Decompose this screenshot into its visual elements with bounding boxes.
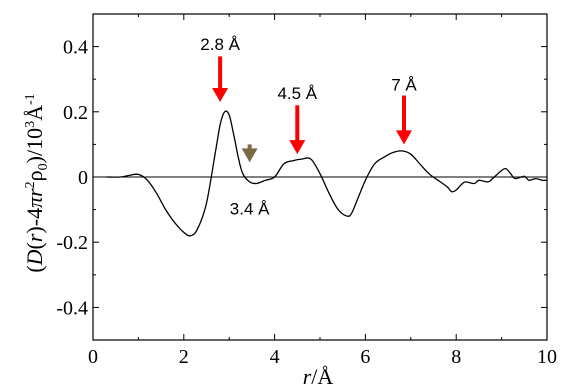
- annotation-label: 4.5 Å: [277, 84, 317, 103]
- x-tick-label: 10: [537, 346, 557, 368]
- y-label-rho: ρ: [22, 170, 47, 181]
- y-label-tail: )/10: [22, 128, 47, 163]
- y-tick-label: 0.4: [63, 37, 88, 59]
- y-label-ang: Å: [22, 105, 47, 121]
- y-tick-label: 0: [78, 167, 88, 189]
- x-tick-label: 2: [179, 346, 189, 368]
- annotation-arrow-head: [289, 140, 305, 154]
- y-label-cube: 3: [23, 121, 38, 128]
- axes-layer: [93, 14, 547, 340]
- y-tick-label: -0.4: [56, 297, 88, 319]
- ticks-layer: 0 2 4 6 8 10 -0.4 -0.2 0 0.2 0.4: [56, 14, 557, 368]
- x-axis-label: r/Å: [303, 364, 334, 386]
- annotation-label: 2.8 Å: [200, 35, 240, 54]
- annotation-label: 7 Å: [391, 76, 417, 95]
- y-label-zero: 0: [36, 163, 51, 170]
- y-label-neg1: -1: [23, 93, 38, 105]
- x-label-unit: /Å: [311, 364, 333, 386]
- annotation-arrow-head: [212, 88, 228, 102]
- y-label-sq: 2: [23, 181, 38, 188]
- annotation-label: 3.4 Å: [230, 199, 270, 218]
- y-label-mid: )-4: [22, 208, 47, 234]
- annotation-arrow-head: [242, 148, 258, 162]
- x-tick-label: 0: [88, 346, 98, 368]
- x-tick-label: 6: [360, 346, 370, 368]
- annotation-arrow-head: [396, 130, 412, 144]
- x-tick-label: 4: [270, 346, 280, 368]
- y-label-d: D: [22, 249, 47, 266]
- annotations-layer: 2.8 Å 4.5 Å 7 Å 3.4 Å: [200, 35, 417, 219]
- series-layer: [107, 111, 547, 236]
- y-tick-label: 0.2: [63, 102, 88, 124]
- y-tick-label: -0.2: [56, 232, 88, 254]
- x-tick-label: 8: [451, 346, 461, 368]
- series-line: [107, 111, 547, 236]
- y-axis-label: (D(r)-4πr2ρ0)/103Å-1: [22, 93, 51, 272]
